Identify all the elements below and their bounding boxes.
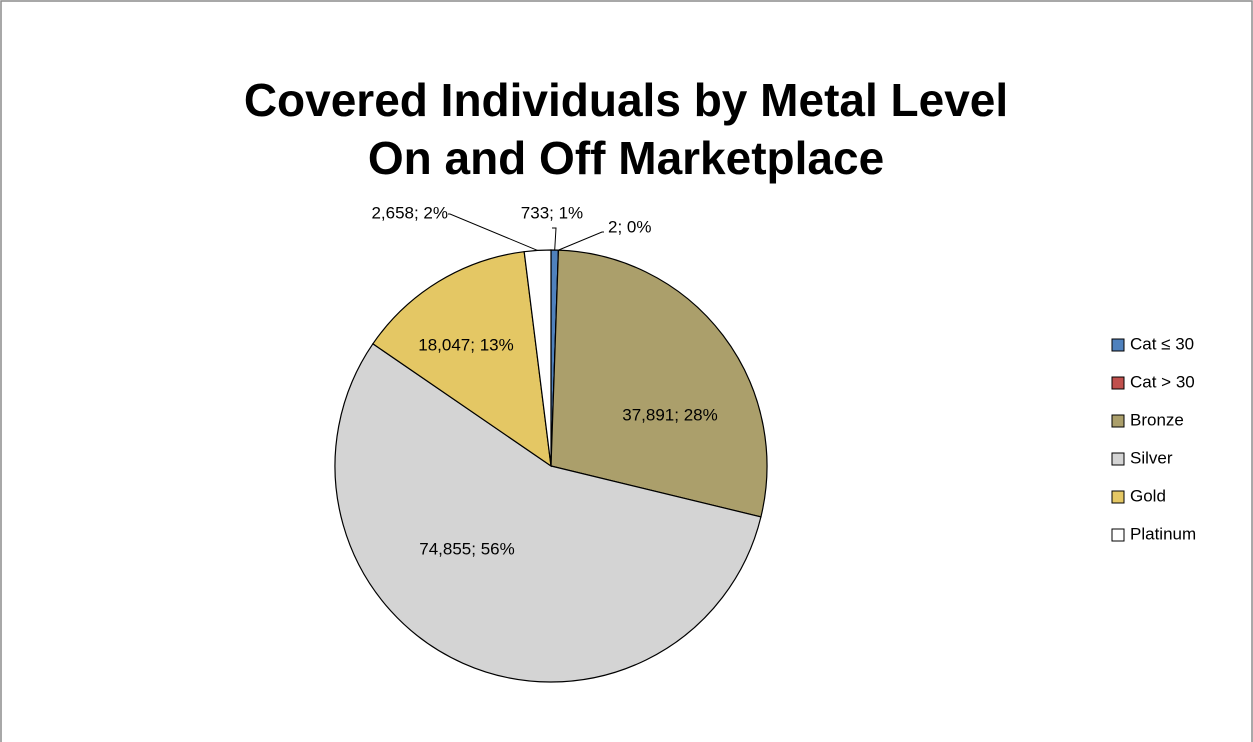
- legend-label: Cat > 30: [1130, 372, 1195, 391]
- legend-swatch: [1111, 376, 1125, 390]
- pie-slice: [334, 342, 762, 683]
- leader-line: [448, 213, 538, 251]
- data-label: 2; 0%: [608, 217, 651, 236]
- pie-slice: [550, 249, 768, 518]
- data-label: 74,855; 56%: [419, 539, 514, 558]
- legend-swatch: [1111, 338, 1125, 352]
- leader-line: [552, 227, 557, 251]
- legend-label: Cat ≤ 30: [1130, 334, 1194, 353]
- chart-title: Covered Individuals by Metal Level: [244, 74, 1008, 126]
- data-label: 37,891; 28%: [622, 405, 717, 424]
- pie-slice: [372, 251, 552, 468]
- legend-swatch: [1111, 414, 1125, 428]
- legend-swatch: [1111, 490, 1125, 504]
- legend-label: Bronze: [1130, 410, 1184, 429]
- data-label: 18,047; 13%: [418, 335, 513, 354]
- legend-swatch: [1111, 528, 1125, 542]
- legend-swatch: [1111, 452, 1125, 466]
- legend-label: Platinum: [1130, 524, 1196, 543]
- legend-label: Silver: [1130, 448, 1173, 467]
- data-label: 733; 1%: [521, 203, 583, 222]
- leader-line: [558, 231, 604, 251]
- data-label: 2,658; 2%: [371, 203, 448, 222]
- chart-title: On and Off Marketplace: [368, 132, 884, 184]
- legend-label: Gold: [1130, 486, 1166, 505]
